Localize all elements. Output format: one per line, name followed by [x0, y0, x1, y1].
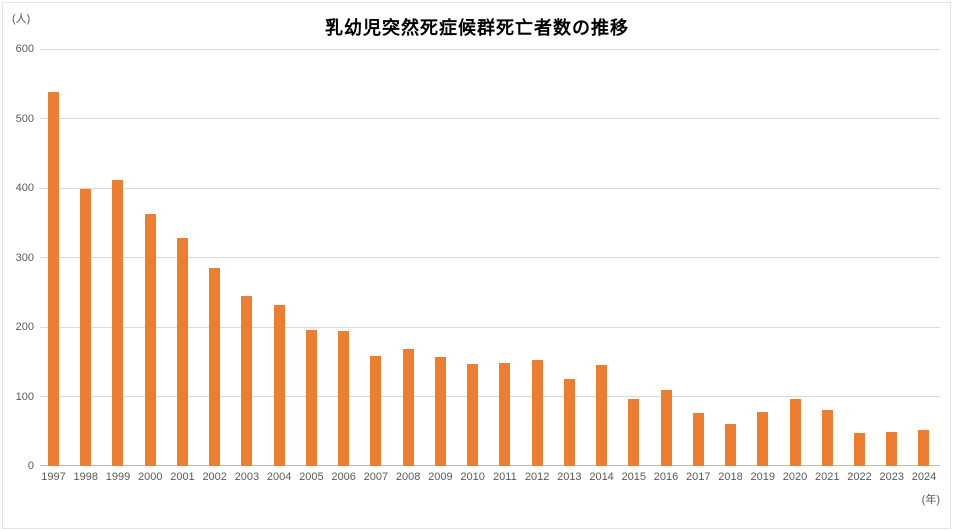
- gridline: [40, 257, 940, 258]
- x-tick-label: 1998: [73, 471, 98, 483]
- x-axis-unit-label: (年): [921, 494, 940, 506]
- x-tick-label: 2015: [621, 471, 647, 483]
- gridline: [40, 187, 940, 189]
- x-tick-label: 2012: [524, 471, 550, 483]
- y-tick-label: 400: [15, 182, 34, 194]
- y-tick-label: 500: [15, 112, 34, 125]
- x-tick-label: 2016: [653, 471, 679, 483]
- bar-2015: [628, 399, 640, 466]
- x-tick-label: 2022: [847, 471, 872, 483]
- bar-2010: [467, 363, 479, 466]
- bar-2023: [886, 431, 898, 466]
- x-tick-label: 1999: [105, 471, 131, 483]
- bar-2021: [821, 409, 833, 466]
- x-tick-label: 2010: [460, 471, 485, 483]
- x-tick-label: 2021: [815, 471, 840, 483]
- x-tick-label: 2004: [266, 471, 292, 483]
- x-tick-label: 2008: [395, 471, 421, 483]
- x-tick-label: 2006: [331, 471, 356, 483]
- bar-2019: [757, 411, 769, 466]
- x-tick-label: 2023: [879, 471, 904, 483]
- bar-1997: [48, 92, 59, 466]
- bar-2006: [338, 331, 350, 466]
- gridline: [40, 118, 940, 119]
- bar-2009: [434, 356, 446, 466]
- plot-area: [40, 48, 940, 466]
- bar-2012: [531, 360, 543, 466]
- y-tick-label: 100: [15, 390, 34, 403]
- x-axis-line: [40, 465, 940, 466]
- y-axis-unit-label: (人): [12, 13, 31, 25]
- x-tick-label: 2001: [170, 471, 195, 483]
- bar-2005: [305, 329, 317, 466]
- x-tick-label: 2009: [428, 471, 453, 483]
- x-tick-label: 2020: [782, 471, 808, 483]
- x-tick-label: 2024: [911, 471, 937, 483]
- bar-2020: [789, 399, 801, 466]
- bar-2002: [209, 267, 221, 466]
- x-tick-label: 2014: [589, 471, 614, 483]
- gridline: [40, 326, 940, 328]
- x-tick-label: 2013: [557, 471, 582, 483]
- bar-1998: [80, 189, 92, 466]
- y-tick-label: 0: [27, 460, 34, 472]
- x-tick-label: 2018: [718, 471, 743, 483]
- gridline: [40, 396, 940, 397]
- bar-2011: [499, 363, 511, 466]
- y-tick-label: 300: [15, 251, 34, 264]
- bar-2000: [144, 213, 156, 466]
- bar-2024: [918, 429, 930, 466]
- bar-2013: [563, 379, 575, 466]
- x-tick-label: 2003: [234, 471, 260, 483]
- y-tick-label: 600: [15, 43, 34, 55]
- bar-2016: [660, 390, 672, 466]
- x-tick-label: 1997: [41, 471, 66, 483]
- bar-2003: [241, 295, 253, 466]
- bar-2004: [273, 304, 285, 466]
- x-tick-label: 2019: [750, 471, 775, 483]
- y-tick-label: 200: [15, 321, 34, 333]
- bar-2008: [402, 349, 414, 466]
- x-tick-label: 2011: [493, 471, 517, 483]
- x-tick-label: 2007: [363, 471, 389, 483]
- gridline: [40, 48, 940, 50]
- bar-2017: [692, 412, 704, 466]
- bar-2018: [725, 424, 737, 466]
- bar-2007: [370, 356, 382, 466]
- bar-1999: [112, 179, 124, 466]
- x-tick-label: 2017: [686, 471, 711, 483]
- bar-2014: [596, 364, 608, 466]
- bar-2001: [176, 238, 188, 466]
- x-tick-label: 2000: [137, 471, 163, 483]
- bar-2022: [854, 433, 865, 466]
- x-tick-label: 2005: [299, 471, 324, 483]
- x-tick-label: 2002: [202, 471, 227, 483]
- chart-title: 乳幼児突然死症候群死亡者数の推移: [325, 18, 629, 38]
